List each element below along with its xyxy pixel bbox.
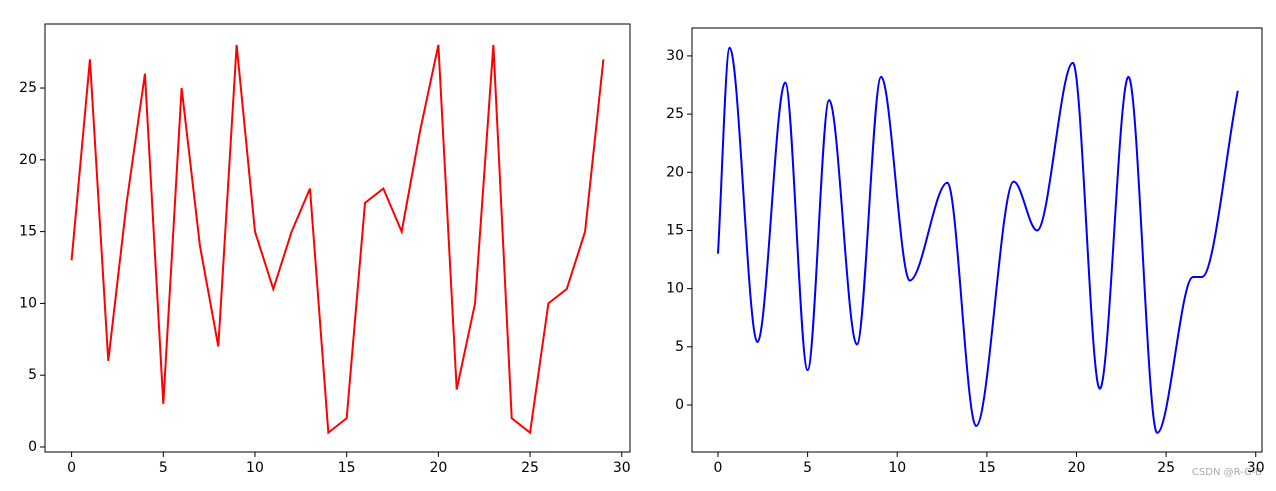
y-tick-label: 15	[19, 224, 37, 240]
x-tick-label: 5	[803, 460, 812, 476]
y-tick-label: 25	[19, 80, 37, 96]
y-tick-label: 0	[28, 439, 37, 455]
data-line	[716, 46, 1239, 434]
axes-frame	[691, 27, 1263, 453]
watermark: CSDN @R-G-B	[1192, 467, 1262, 478]
x-tick-label: 30	[1247, 460, 1265, 476]
y-tick-label: 25	[666, 106, 684, 122]
x-tick-label: 25	[521, 460, 539, 476]
x-tick-label: 15	[338, 460, 356, 476]
data-line	[70, 44, 605, 435]
y-tick-label: 15	[666, 222, 684, 238]
x-tick-label: 10	[246, 460, 264, 476]
x-tick-label: 5	[159, 460, 168, 476]
y-tick-label: 20	[19, 152, 37, 168]
x-tick-label: 25	[1157, 460, 1175, 476]
x-tick-label: 10	[888, 460, 906, 476]
y-tick-label: 5	[28, 367, 37, 383]
y-tick-label: 20	[666, 164, 684, 180]
x-tick-label: 30	[613, 460, 631, 476]
y-tick-label: 5	[675, 339, 684, 355]
x-tick-label: 20	[1068, 460, 1086, 476]
axes-frame	[44, 23, 631, 453]
y-tick-label: 0	[675, 397, 684, 413]
x-tick-label: 0	[714, 460, 723, 476]
y-tick-label: 30	[666, 48, 684, 64]
x-tick-label: 15	[978, 460, 996, 476]
x-tick-label: 20	[429, 460, 447, 476]
y-tick-label: 10	[666, 281, 684, 297]
y-tick-label: 10	[19, 295, 37, 311]
x-tick-label: 0	[67, 460, 76, 476]
